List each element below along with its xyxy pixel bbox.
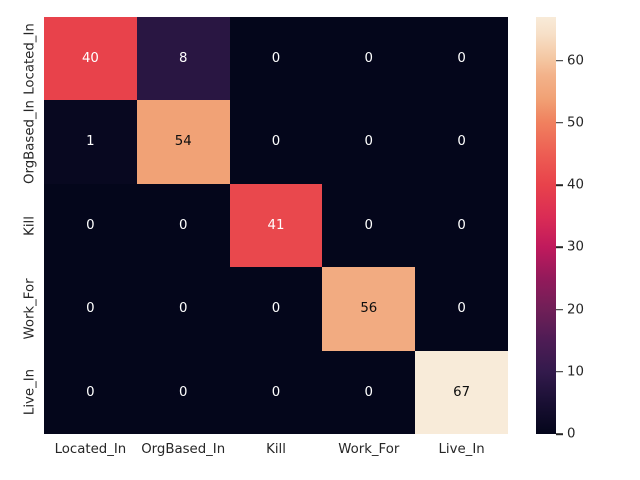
y-tick-label: Live_In bbox=[22, 369, 38, 416]
y-tick-label: Located_In bbox=[22, 22, 38, 95]
colorbar-tick-mark bbox=[556, 370, 563, 373]
heatmap-cell: 0 bbox=[229, 100, 323, 184]
colorbar-tick-label: 10 bbox=[567, 364, 584, 380]
heatmap-cell: 0 bbox=[322, 100, 416, 184]
heatmap-cell: 1 bbox=[44, 100, 137, 184]
colorbar-tick-mark bbox=[556, 246, 563, 249]
colorbar-tick-label: 0 bbox=[567, 426, 576, 442]
heatmap-cell: 8 bbox=[136, 17, 230, 101]
heatmap-cell: 0 bbox=[136, 350, 230, 434]
colorbar-tick-mark bbox=[556, 184, 563, 186]
heatmap-grid: 40 8 0 0 0 1 54 0 0 0 0 0 41 0 0 0 0 0 56 0 0 0 0 0 67 bbox=[44, 17, 508, 434]
heatmap-cell: 40 bbox=[44, 17, 137, 101]
colorbar-tick-mark bbox=[556, 433, 563, 435]
y-tick-label: OrgBased_In bbox=[22, 100, 38, 185]
colorbar-tick-mark bbox=[556, 122, 563, 124]
x-tick-label: Work_For bbox=[338, 442, 400, 457]
colorbar-tick-label: 60 bbox=[567, 53, 584, 69]
heatmap-cell: 0 bbox=[229, 17, 323, 101]
heatmap-cell: 41 bbox=[229, 183, 323, 268]
x-tick-label: OrgBased_In bbox=[141, 442, 226, 457]
heatmap-cell: 0 bbox=[136, 267, 230, 351]
heatmap-cell: 0 bbox=[415, 100, 508, 184]
heatmap-cell: 0 bbox=[322, 17, 416, 101]
heatmap-cell: 56 bbox=[322, 267, 416, 351]
heatmap-cell: 0 bbox=[415, 267, 508, 351]
x-tick-label: Kill bbox=[266, 442, 286, 457]
colorbar-tick-mark bbox=[556, 59, 563, 62]
heatmap-cell: 0 bbox=[229, 350, 323, 434]
colorbar-tick-label: 30 bbox=[567, 239, 584, 255]
heatmap-cell: 0 bbox=[229, 267, 323, 351]
heatmap-cell: 0 bbox=[415, 183, 508, 268]
x-tick-label: Live_In bbox=[438, 442, 485, 457]
y-tick-label: Work_For bbox=[22, 278, 38, 340]
x-tick-label: Located_In bbox=[54, 442, 127, 457]
heatmap-cell: 0 bbox=[44, 183, 137, 268]
y-tick-label: Kill bbox=[22, 215, 38, 236]
heatmap-cell: 0 bbox=[322, 350, 416, 434]
heatmap-cell: 0 bbox=[136, 183, 230, 268]
colorbar-tick-label: 20 bbox=[567, 302, 584, 318]
heatmap-cell: 0 bbox=[44, 267, 137, 351]
heatmap-cell: 54 bbox=[136, 100, 230, 184]
colorbar-tick-mark bbox=[556, 308, 563, 311]
heatmap-cell: 0 bbox=[322, 183, 416, 268]
heatmap-cell: 0 bbox=[415, 17, 508, 101]
heatmap-cell: 67 bbox=[415, 350, 508, 434]
colorbar-tick-label: 40 bbox=[567, 177, 584, 193]
heatmap-cell: 0 bbox=[44, 350, 137, 434]
colorbar-tick-label: 50 bbox=[567, 115, 584, 131]
colorbar bbox=[536, 17, 556, 434]
